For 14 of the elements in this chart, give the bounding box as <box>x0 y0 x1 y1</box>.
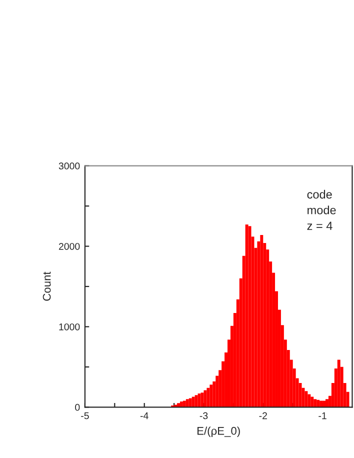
x-tick-label: -3 <box>200 412 208 420</box>
annotation: mode <box>308 206 336 214</box>
y-tick-label: 0 <box>75 404 80 411</box>
y-tick-label: 3000 <box>58 162 80 170</box>
x-tick-label: -2 <box>259 412 267 420</box>
y-tick-label: 2000 <box>58 242 80 250</box>
x-tick-label: -1 <box>318 412 326 420</box>
x-axis-title: E/(ρE_0) <box>198 426 240 437</box>
x-tick-label: -5 <box>81 412 89 420</box>
annotation: code <box>307 190 332 199</box>
y-axis-title: Count <box>42 272 51 301</box>
x-tick-label: -4 <box>140 412 148 420</box>
y-tick-label: 1000 <box>59 323 80 330</box>
annotation: z = 4 <box>307 222 332 230</box>
